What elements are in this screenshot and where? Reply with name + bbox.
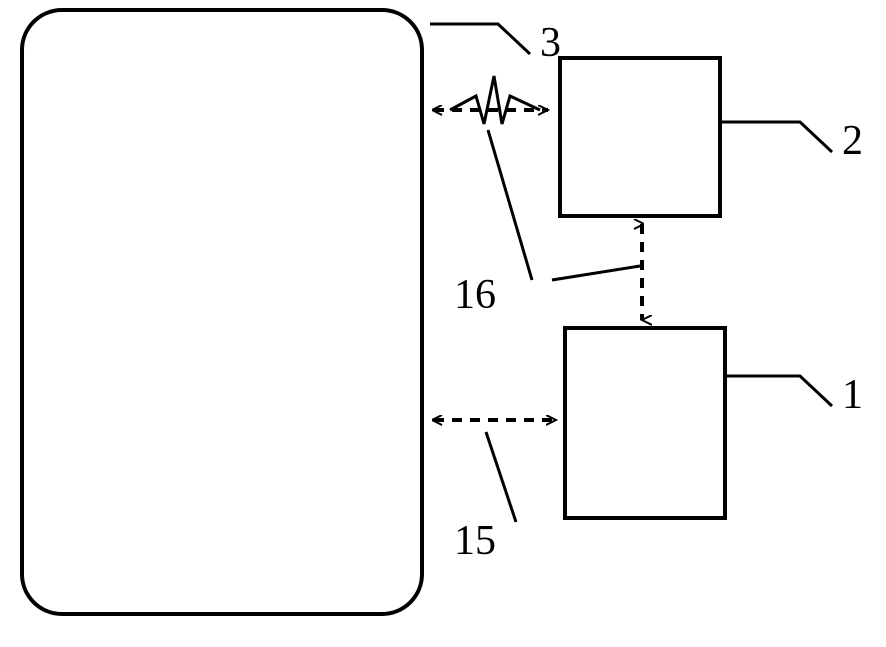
label-16: 16 — [454, 272, 496, 318]
block-2-box — [560, 58, 720, 216]
block-3-rounded — [22, 10, 422, 614]
label-3: 3 — [540, 20, 561, 66]
leader-2 — [720, 122, 832, 152]
leader-1 — [726, 376, 832, 406]
diagram-canvas: 3 2 1 16 15 — [0, 0, 886, 647]
wireless-spark-icon — [450, 76, 540, 124]
leader-15 — [486, 432, 516, 522]
leader-3 — [430, 24, 530, 54]
block-1-box — [565, 328, 725, 518]
label-2: 2 — [842, 118, 863, 164]
label-15: 15 — [454, 518, 496, 564]
label-1: 1 — [842, 372, 863, 418]
leader-16 — [488, 130, 640, 280]
